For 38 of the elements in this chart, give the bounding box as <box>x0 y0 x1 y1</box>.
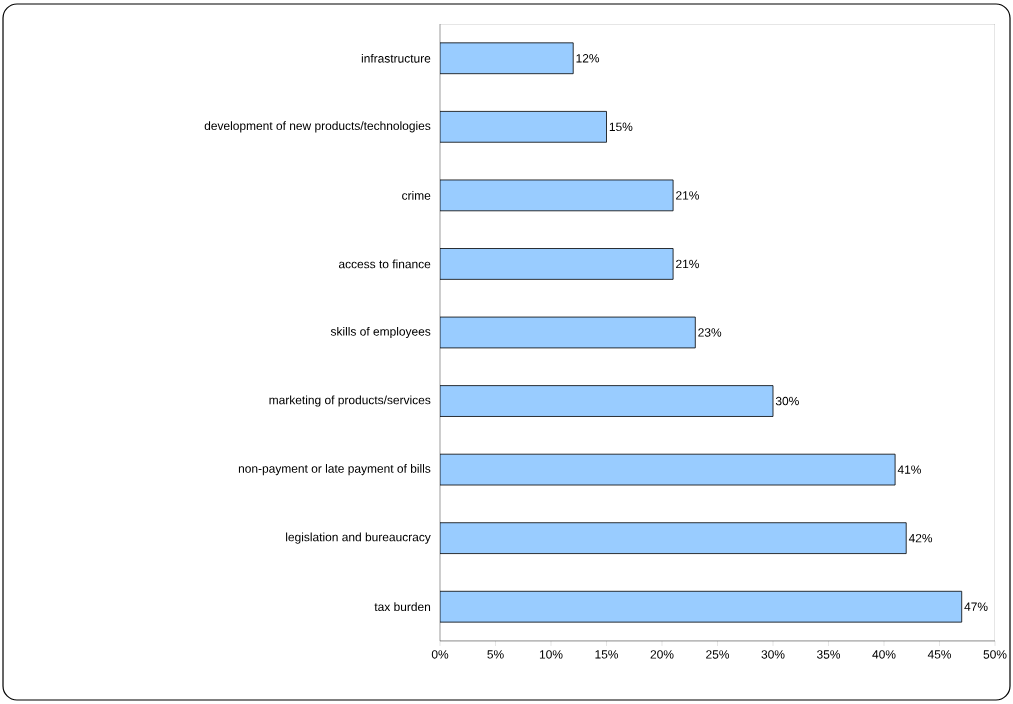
data-label: 15% <box>609 122 633 132</box>
data-label: 21% <box>676 191 699 200</box>
y-tick-label: access to finance <box>338 259 431 269</box>
data-label: 47% <box>964 602 988 611</box>
x-tick-label: 50% <box>983 650 1007 659</box>
data-label: 42% <box>908 533 933 543</box>
bar <box>440 522 907 554</box>
x-tick-label: 5% <box>487 650 504 659</box>
x-tick-label: 30% <box>761 650 785 659</box>
bar <box>440 385 774 417</box>
y-tick-label: tax burden <box>374 602 431 612</box>
x-tick-label: 15% <box>595 650 619 659</box>
bar <box>440 453 896 486</box>
y-tick-label: marketing of products/services <box>269 395 431 407</box>
bar <box>440 316 696 349</box>
data-label: 12% <box>576 54 600 63</box>
x-tick-label: 0% <box>431 650 449 659</box>
y-tick-label: non-payment or late payment of bills <box>238 464 431 476</box>
data-label: 21% <box>676 259 699 269</box>
y-tick-label: skills of employees <box>330 326 431 339</box>
bar <box>440 42 574 75</box>
data-label: 30% <box>775 396 799 406</box>
bar <box>440 590 963 623</box>
x-tick-label: 45% <box>927 650 952 659</box>
x-tick-label: 25% <box>706 650 730 659</box>
data-label: 41% <box>897 465 921 474</box>
x-tick-label: 35% <box>817 650 841 659</box>
y-tick-label: development of new products/technologies <box>204 121 431 133</box>
x-tick-label: 40% <box>872 650 896 659</box>
bar <box>440 248 674 280</box>
y-tick-label: legislation and bureaucracy <box>286 532 431 544</box>
y-tick-label: infrastructure <box>361 53 431 63</box>
x-tick-label: 20% <box>650 650 674 659</box>
y-tick-label: crime <box>402 191 431 200</box>
x-tick-label: 10% <box>539 650 563 659</box>
data-label: 23% <box>698 328 722 337</box>
bar <box>440 111 607 143</box>
bar <box>440 179 674 212</box>
